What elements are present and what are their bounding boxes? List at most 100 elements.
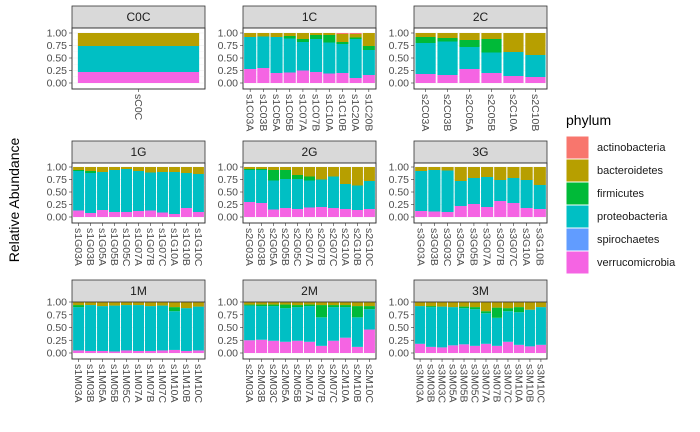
- legend-label-bacteroidetes: bacteroidetes: [597, 165, 664, 177]
- y-tick-label: 0.00: [389, 212, 410, 224]
- bar-segment-bacteroidetes: [192, 302, 204, 307]
- x-tick-label: s2M05B: [291, 364, 303, 403]
- x-tick-label: s1M03A: [72, 364, 84, 403]
- bar-segment-bacteroidetes: [109, 167, 121, 170]
- bar-segment-bacteroidetes: [441, 167, 454, 171]
- bar-segment-verrucomicrobia: [310, 72, 323, 83]
- x-tick-label: s2M07B: [315, 364, 327, 403]
- legend-label-proteobacteria: proteobacteria: [597, 211, 668, 223]
- bar-segment-verrucomicrobia: [168, 214, 180, 217]
- bar-segment-proteobacteria: [533, 185, 546, 209]
- bar-segment-verrucomicrobia: [280, 208, 292, 217]
- legend-label-verrucomicrobia: verrucomicrobia: [597, 257, 676, 269]
- x-tick-label: s3G10A: [520, 228, 532, 266]
- bar-segment-bacteroidetes: [168, 167, 180, 172]
- bar-segment-proteobacteria: [336, 44, 349, 73]
- x-tick-label: s2M05A: [279, 364, 291, 403]
- bar-segment-firmicutes: [256, 304, 268, 307]
- bar-segment-firmicutes: [469, 307, 481, 310]
- y-tick-label: 0.50: [218, 322, 239, 334]
- bar-segment-proteobacteria: [73, 307, 85, 351]
- bar-segment-firmicutes: [315, 305, 327, 318]
- bar-segment-firmicutes: [268, 304, 280, 307]
- bar-segment-verrucomicrobia: [156, 212, 168, 217]
- x-tick-label: s1C07A: [296, 94, 308, 131]
- bar-segment-firmicutes: [85, 171, 97, 173]
- bar-segment-verrucomicrobia: [363, 329, 375, 353]
- bar-segment-verrucomicrobia: [467, 204, 480, 217]
- y-tick-label: 0.25: [218, 65, 239, 77]
- bar-segment-proteobacteria: [144, 306, 156, 351]
- bar-segment-verrucomicrobia: [121, 350, 133, 353]
- bar-segment-proteobacteria: [437, 306, 448, 348]
- facet-strip-label: 1G: [130, 145, 146, 159]
- x-tick-label: s2G03B: [255, 228, 267, 266]
- bar-segment-bacteroidetes: [494, 167, 507, 180]
- bar-segment-verrucomicrobia: [97, 210, 109, 217]
- legend-swatch-actinobacteria: [565, 135, 590, 160]
- bar-segment-verrucomicrobia: [491, 345, 503, 353]
- bar-segment-bacteroidetes: [180, 302, 192, 309]
- bar-segment-bacteroidetes: [303, 167, 316, 177]
- x-tick-label: s1C05A: [270, 94, 282, 131]
- bar-segment-verrucomicrobia: [268, 209, 280, 217]
- y-tick-label: 0.00: [218, 78, 239, 90]
- bar-segment-verrucomicrobia: [97, 350, 109, 353]
- x-tick-label: s2M07C: [327, 364, 339, 404]
- bar-segment-proteobacteria: [156, 305, 168, 351]
- bar-segment-proteobacteria: [310, 39, 323, 72]
- bar-segment-bacteroidetes: [257, 33, 270, 37]
- panel-border: [242, 27, 377, 90]
- bar-segment-firmicutes: [303, 176, 316, 181]
- x-tick-label: s1C20B: [362, 94, 374, 131]
- bar-segment-bacteroidetes: [363, 167, 375, 181]
- x-tick-label: s2G10A: [339, 228, 351, 266]
- bar-segment-verrucomicrobia: [144, 210, 156, 217]
- bar-segment-proteobacteria: [268, 180, 280, 210]
- bar-segment-firmicutes: [502, 308, 514, 312]
- bar-segment-verrucomicrobia: [144, 350, 156, 353]
- panel-1M: 1M 0.000.250.500.751.00 s1M03A s1M03B s1M05A…: [47, 279, 206, 404]
- bar-segment-bacteroidetes: [502, 302, 514, 309]
- bar-segment-firmicutes: [244, 169, 256, 170]
- legend-label-actinobacteria: actinobacteria: [597, 142, 666, 154]
- x-tick-label: s1C10A: [323, 94, 335, 131]
- bar-segment-firmicutes: [296, 39, 309, 42]
- bar-segment-bacteroidetes: [280, 167, 292, 170]
- bar-segment-proteobacteria: [503, 52, 524, 76]
- bar-segment-bacteroidetes: [168, 302, 180, 308]
- bar-segment-bacteroidetes: [426, 302, 437, 307]
- bar-segment-proteobacteria: [428, 170, 441, 212]
- bar-segment-bacteroidetes: [533, 167, 546, 185]
- bar-segment-bacteroidetes: [339, 167, 351, 184]
- bar-segment-proteobacteria: [303, 306, 316, 342]
- bar-segment-verrucomicrobia: [292, 209, 304, 217]
- y-tick-label: 0.25: [389, 65, 410, 77]
- bar-segment-bacteroidetes: [144, 302, 156, 307]
- bar-segment-proteobacteria: [520, 180, 533, 208]
- legend-label-firmicutes: firmicutes: [597, 188, 645, 200]
- bar-segment-bacteroidetes: [315, 167, 327, 180]
- bar-segment-firmicutes: [491, 307, 503, 318]
- bar-segment-verrucomicrobia: [415, 74, 436, 83]
- bar-segment-bacteroidetes: [363, 302, 375, 307]
- bar-segment-proteobacteria: [144, 172, 156, 211]
- bar-segment-proteobacteria: [415, 43, 436, 74]
- bar-segment-proteobacteria: [109, 305, 121, 352]
- x-tick-label: s1M10A: [168, 364, 180, 403]
- x-tick-label: s3G03A: [415, 228, 427, 266]
- bar-segment-proteobacteria: [121, 169, 133, 212]
- panel-2M: 2M 0.000.250.500.751.00 s2M03A s2M03B s2M03C…: [218, 279, 377, 404]
- bar-segment-firmicutes: [327, 305, 339, 308]
- x-tick-label: s1C07B: [310, 94, 322, 131]
- bar-segment-bacteroidetes: [480, 302, 492, 312]
- y-tick-label: 1.00: [389, 297, 410, 309]
- bar-segment-proteobacteria: [363, 181, 375, 209]
- bar-segment-verrucomicrobia: [85, 213, 97, 217]
- x-tick-label: s3M07C: [501, 364, 513, 404]
- x-tick-label: s2C05A: [463, 94, 475, 131]
- bar-segment-proteobacteria: [491, 317, 503, 346]
- x-tick-label: s1M05C: [120, 364, 132, 404]
- bar-segment-verrucomicrobia: [362, 75, 375, 83]
- bar-segment-actinobacteria: [336, 33, 349, 34]
